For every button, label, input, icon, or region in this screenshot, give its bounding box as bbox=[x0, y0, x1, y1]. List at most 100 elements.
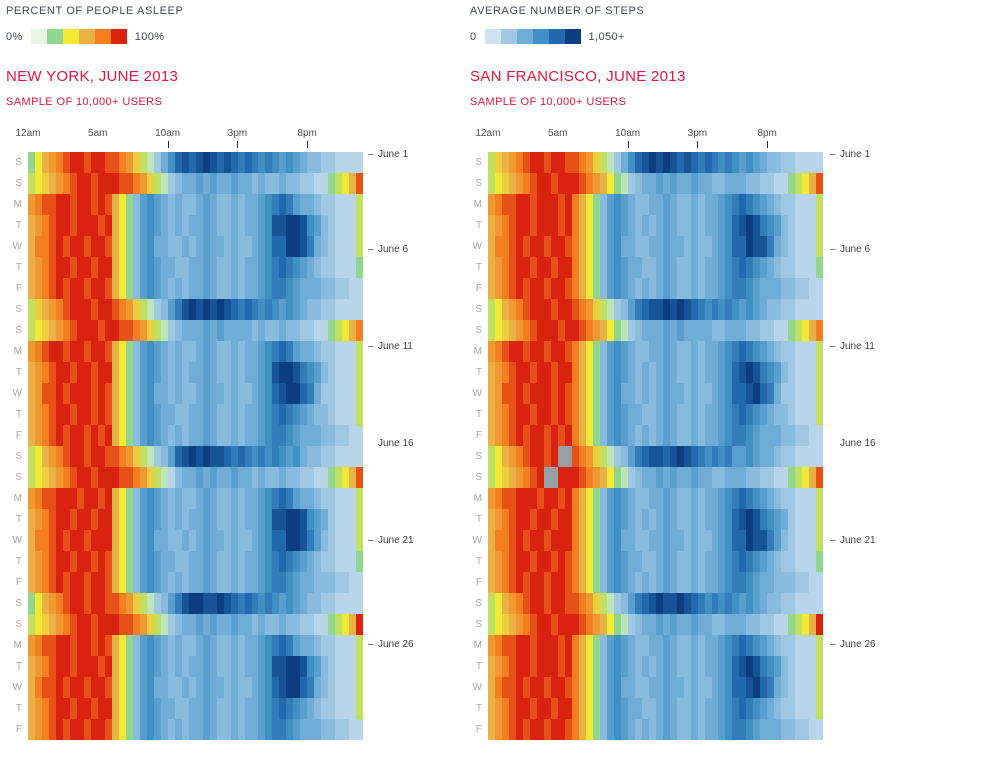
heatmap-cell bbox=[90, 404, 98, 425]
heatmap-cell bbox=[711, 257, 719, 278]
day-letter: T bbox=[475, 367, 482, 378]
heatmap-cell bbox=[125, 509, 133, 530]
heatmap-cell bbox=[641, 194, 649, 215]
heatmap-cell bbox=[69, 383, 77, 404]
heatmap-cell bbox=[788, 404, 796, 425]
heatmap-cell bbox=[760, 425, 768, 446]
heatmap-cell bbox=[641, 341, 649, 362]
heatmap-row bbox=[488, 467, 824, 488]
heatmap-cell bbox=[795, 320, 803, 341]
heatmap-cell bbox=[300, 362, 308, 383]
heatmap-cell bbox=[774, 173, 782, 194]
heatmap-cell bbox=[230, 467, 238, 488]
heatmap-cell bbox=[501, 614, 509, 635]
heatmap-cell bbox=[543, 635, 551, 656]
heatmap-cell bbox=[676, 257, 684, 278]
heatmap-cell bbox=[802, 215, 810, 236]
heatmap-cell bbox=[230, 509, 238, 530]
heatmap-cell bbox=[83, 614, 91, 635]
heatmap-cell bbox=[508, 173, 516, 194]
heatmap-cell bbox=[223, 719, 231, 740]
heatmap-cell bbox=[501, 677, 509, 698]
heatmap-cell bbox=[585, 299, 593, 320]
heatmap-cell bbox=[28, 698, 35, 719]
heatmap-cell bbox=[307, 698, 315, 719]
heatmap-cell bbox=[286, 152, 294, 173]
heatmap-cell bbox=[550, 488, 558, 509]
heatmap-cell bbox=[342, 530, 350, 551]
heatmap-cell bbox=[753, 446, 761, 467]
heatmap-cell bbox=[781, 152, 789, 173]
heatmap-cell bbox=[578, 299, 586, 320]
heatmap-cell bbox=[34, 488, 42, 509]
heatmap-row bbox=[28, 677, 364, 698]
heatmap-cell bbox=[704, 698, 712, 719]
heatmap-cell bbox=[529, 341, 537, 362]
heatmap-cell bbox=[753, 425, 761, 446]
date-tick-dash: – bbox=[368, 535, 374, 546]
heatmap-cell bbox=[349, 383, 357, 404]
heatmap-cell bbox=[342, 425, 350, 446]
heatmap-cell bbox=[711, 614, 719, 635]
heatmap-cell bbox=[550, 152, 558, 173]
heatmap-cell bbox=[718, 152, 726, 173]
heatmap-cell bbox=[258, 152, 266, 173]
heatmap-cell bbox=[314, 593, 322, 614]
heatmap-cell bbox=[718, 173, 726, 194]
heatmap-cell bbox=[293, 362, 301, 383]
heatmap-cell bbox=[529, 425, 537, 446]
heatmap-cell bbox=[55, 257, 63, 278]
heatmap-cell bbox=[522, 698, 530, 719]
heatmap-cell bbox=[153, 467, 161, 488]
heatmap-cell bbox=[488, 593, 495, 614]
heatmap-cell bbox=[335, 593, 343, 614]
heatmap-cell bbox=[153, 299, 161, 320]
heatmap-cell bbox=[28, 341, 35, 362]
heatmap-cell bbox=[725, 530, 733, 551]
heatmap-cell bbox=[41, 152, 49, 173]
heatmap-cell bbox=[725, 446, 733, 467]
heatmap-cell bbox=[718, 509, 726, 530]
day-letter: W bbox=[472, 535, 482, 546]
heatmap-cell bbox=[788, 551, 796, 572]
heatmap-cell bbox=[167, 173, 175, 194]
heatmap-cell bbox=[753, 488, 761, 509]
heatmap-cell bbox=[753, 635, 761, 656]
heatmap-cell bbox=[606, 467, 614, 488]
heatmap-row bbox=[28, 425, 364, 446]
heatmap-cell bbox=[132, 341, 140, 362]
heatmap-cell bbox=[118, 404, 126, 425]
axis-tick-label-10am: 10am bbox=[155, 128, 181, 139]
heatmap-cell bbox=[97, 152, 105, 173]
heatmap-cell bbox=[83, 194, 91, 215]
heatmap-cell bbox=[258, 656, 266, 677]
heatmap-cell bbox=[781, 362, 789, 383]
heatmap-cell bbox=[174, 278, 182, 299]
heatmap-cell bbox=[536, 278, 544, 299]
heatmap-cell bbox=[90, 698, 98, 719]
heatmap-cell bbox=[279, 362, 287, 383]
heatmap-cell bbox=[55, 551, 63, 572]
heatmap-cell bbox=[816, 404, 824, 425]
heatmap-cell bbox=[300, 551, 308, 572]
heatmap-cell bbox=[669, 614, 677, 635]
heatmap-cell bbox=[314, 467, 322, 488]
heatmap-cell bbox=[732, 215, 740, 236]
heatmap-cell bbox=[711, 152, 719, 173]
heatmap-cell bbox=[342, 362, 350, 383]
heatmap-cell bbox=[676, 362, 684, 383]
heatmap-cell bbox=[237, 530, 245, 551]
heatmap-cell bbox=[167, 341, 175, 362]
heatmap-cell bbox=[767, 635, 775, 656]
heatmap-cell bbox=[508, 278, 516, 299]
heatmap-cell bbox=[328, 572, 336, 593]
heatmap-cell bbox=[585, 152, 593, 173]
heatmap-cell bbox=[41, 698, 49, 719]
heatmap-grid bbox=[488, 152, 824, 740]
heatmap-cell bbox=[767, 530, 775, 551]
heatmap-cell bbox=[697, 572, 705, 593]
heatmap-cell bbox=[760, 341, 768, 362]
heatmap-cell bbox=[690, 152, 698, 173]
heatmap-cell bbox=[529, 635, 537, 656]
heatmap-cell bbox=[230, 404, 238, 425]
